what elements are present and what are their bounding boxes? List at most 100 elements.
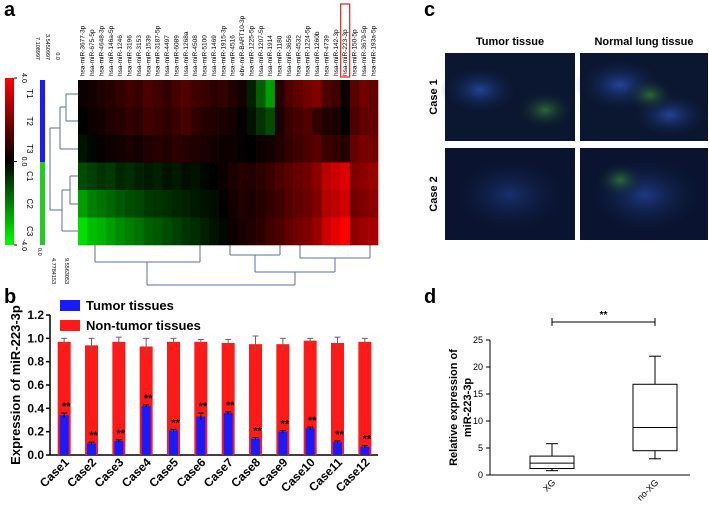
heat-cell	[228, 80, 238, 108]
heat-cell	[171, 80, 182, 108]
heat-cell	[78, 135, 88, 163]
row-dendrogram	[49, 93, 78, 232]
heat-cell	[265, 107, 276, 136]
heat-cell	[190, 80, 201, 108]
heat-cell	[209, 135, 219, 163]
heat-cell	[115, 162, 126, 191]
column-label: hsa-miR-4508	[192, 35, 199, 76]
heat-cell	[153, 190, 163, 218]
heat-cell	[331, 107, 341, 136]
column-label: hsa-miR-1225-5p	[248, 25, 255, 76]
heat-cell	[246, 162, 257, 191]
heat-cell	[284, 135, 294, 163]
tree-label: 4.7784153	[50, 258, 56, 284]
heat-cell	[368, 80, 379, 108]
y-tick-label: 0.8	[27, 355, 44, 369]
y-tick-label: 0.0	[27, 448, 44, 462]
heat-cell	[274, 162, 285, 191]
heat-cell	[115, 107, 126, 136]
heat-cell	[181, 217, 191, 246]
heat-cell	[349, 107, 360, 136]
heat-cell	[153, 80, 163, 108]
bar	[276, 344, 290, 455]
heat-cell	[368, 190, 379, 218]
heat-cell	[162, 190, 173, 218]
bar	[333, 442, 342, 455]
significance: **	[171, 417, 180, 429]
heat-cell	[349, 162, 360, 191]
column-label: hsa-miR-3677-3p	[80, 25, 87, 76]
column-label: hsa-miR-3656	[286, 35, 293, 76]
legend-label: Non-tumor tissues	[86, 318, 201, 333]
box	[632, 383, 678, 452]
heat-cell	[199, 190, 210, 218]
heat-cell	[349, 190, 360, 218]
heat-cell	[228, 162, 238, 191]
heat-cell	[331, 217, 341, 246]
heat-cell	[246, 217, 257, 246]
heat-cell	[246, 107, 257, 136]
panel-letter: a	[4, 0, 16, 21]
heat-cell	[78, 107, 88, 136]
heat-cell	[331, 80, 341, 108]
column-label: hsa-miR-4648-3p	[98, 25, 105, 76]
heat-cell	[265, 190, 276, 218]
x-tick-label: Case4	[119, 455, 154, 490]
heat-cell	[293, 190, 304, 218]
heat-cell	[209, 217, 219, 246]
x-tick-label: Case7	[201, 455, 236, 490]
column-label: hsa-miR-3679-5p	[361, 25, 368, 76]
heat-cell	[246, 135, 257, 163]
heat-cell	[181, 80, 191, 108]
bar	[85, 345, 98, 455]
heat-cell	[199, 135, 210, 163]
heat-cell	[78, 217, 88, 246]
column-label: hsa-miR-675-5p	[89, 29, 96, 76]
column-label: hsa-miR-1224-5p	[305, 25, 312, 76]
row-label: T1	[25, 89, 34, 99]
tree-label: 0.0	[36, 248, 42, 256]
y-tick-label: 1.0	[27, 331, 44, 345]
y-tick-label: 0.4	[27, 401, 44, 415]
column-label: hsa-miR-223-3p	[342, 29, 349, 76]
heat-cell	[312, 135, 323, 163]
heat-cell	[106, 190, 116, 218]
heat-cell	[340, 107, 351, 136]
heat-cell	[218, 190, 229, 218]
x-tick-label: XG	[541, 477, 557, 493]
heat-cell	[190, 190, 201, 218]
heat-cell	[256, 80, 266, 108]
heat-cell	[340, 190, 351, 218]
tree-label: 9.5563053	[63, 258, 69, 284]
heat-cell	[134, 162, 144, 191]
heat-cell	[228, 107, 238, 136]
column-header: Normal lung tissue	[594, 36, 693, 48]
column-label: hsa-miR-1246	[117, 35, 124, 76]
heat-cell	[265, 135, 276, 163]
heat-cell	[171, 190, 182, 218]
heat-cell	[190, 135, 201, 163]
heat-cell	[190, 162, 201, 191]
heat-cell	[303, 162, 313, 191]
bar	[303, 340, 317, 455]
column-label: hsa-miR-5100	[202, 35, 209, 76]
heat-cell	[209, 162, 219, 191]
column-label: hsa-miR-4739	[323, 35, 330, 76]
heat-cell	[171, 107, 182, 136]
heat-cell	[340, 217, 351, 246]
heat-cell	[134, 190, 144, 218]
heat-cell	[265, 162, 276, 191]
bar	[169, 430, 178, 455]
heat-cell	[321, 135, 332, 163]
heat-cell	[284, 190, 294, 218]
bar	[360, 446, 370, 455]
heat-cell	[209, 107, 219, 136]
x-tick-label: no-XG	[635, 477, 660, 502]
significance: **	[363, 434, 372, 446]
heat-cell	[256, 135, 266, 163]
heat-cell	[284, 217, 294, 246]
heat-cell	[134, 107, 144, 136]
heat-cell	[312, 190, 323, 218]
column-label: hsa-miR-1539	[145, 35, 152, 76]
heat-cell	[237, 107, 248, 136]
